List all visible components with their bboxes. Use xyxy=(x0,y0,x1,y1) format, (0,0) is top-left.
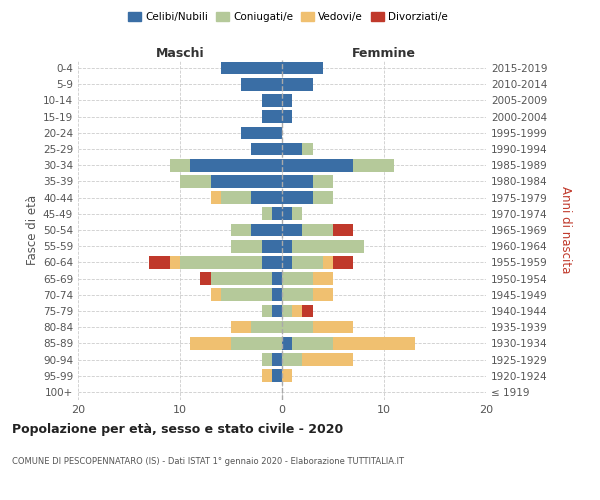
Bar xyxy=(149,256,170,268)
Bar xyxy=(272,304,282,318)
Bar xyxy=(221,288,272,301)
Bar xyxy=(333,256,353,268)
Bar xyxy=(302,224,333,236)
Bar xyxy=(262,304,272,318)
Bar xyxy=(272,288,282,301)
Bar xyxy=(282,321,313,334)
Bar xyxy=(211,272,272,285)
Bar xyxy=(211,175,282,188)
Bar xyxy=(262,370,272,382)
Bar xyxy=(282,175,313,188)
Bar xyxy=(313,272,333,285)
Text: Maschi: Maschi xyxy=(155,47,205,60)
Bar xyxy=(221,192,251,204)
Bar xyxy=(323,256,333,268)
Bar xyxy=(190,337,231,349)
Bar xyxy=(282,272,313,285)
Bar xyxy=(302,142,313,156)
Bar xyxy=(282,304,292,318)
Bar xyxy=(313,175,333,188)
Bar xyxy=(282,159,353,172)
Bar xyxy=(200,272,211,285)
Bar xyxy=(282,192,313,204)
Bar xyxy=(190,159,282,172)
Bar xyxy=(333,337,415,349)
Bar xyxy=(282,370,292,382)
Text: COMUNE DI PESCOPENNATARO (IS) - Dati ISTAT 1° gennaio 2020 - Elaborazione TUTTIT: COMUNE DI PESCOPENNATARO (IS) - Dati IST… xyxy=(12,458,404,466)
Bar xyxy=(282,78,313,90)
Y-axis label: Anni di nascita: Anni di nascita xyxy=(559,186,572,274)
Bar xyxy=(272,370,282,382)
Bar xyxy=(282,110,292,123)
Bar xyxy=(170,159,190,172)
Bar xyxy=(262,256,282,268)
Bar xyxy=(272,208,282,220)
Bar xyxy=(353,159,394,172)
Bar xyxy=(211,288,221,301)
Bar xyxy=(262,110,282,123)
Bar xyxy=(292,304,302,318)
Bar xyxy=(251,224,282,236)
Bar xyxy=(282,142,302,156)
Bar xyxy=(262,353,272,366)
Bar xyxy=(251,321,282,334)
Bar xyxy=(282,94,292,107)
Bar xyxy=(292,337,333,349)
Bar xyxy=(272,353,282,366)
Bar xyxy=(231,240,262,252)
Bar xyxy=(292,240,364,252)
Bar xyxy=(282,224,302,236)
Bar xyxy=(241,126,282,139)
Bar xyxy=(241,78,282,90)
Bar xyxy=(231,337,282,349)
Bar xyxy=(282,256,292,268)
Bar xyxy=(211,192,221,204)
Y-axis label: Fasce di età: Fasce di età xyxy=(26,195,39,265)
Bar xyxy=(282,240,292,252)
Bar xyxy=(180,175,211,188)
Bar xyxy=(231,321,251,334)
Bar xyxy=(180,256,262,268)
Bar xyxy=(221,62,282,74)
Bar xyxy=(302,353,353,366)
Bar xyxy=(302,304,313,318)
Bar xyxy=(262,240,282,252)
Text: Popolazione per età, sesso e stato civile - 2020: Popolazione per età, sesso e stato civil… xyxy=(12,422,343,436)
Bar xyxy=(251,142,282,156)
Bar xyxy=(251,192,282,204)
Legend: Celibi/Nubili, Coniugati/e, Vedovi/e, Divorziati/e: Celibi/Nubili, Coniugati/e, Vedovi/e, Di… xyxy=(124,8,452,26)
Bar xyxy=(262,208,272,220)
Bar xyxy=(282,208,292,220)
Bar xyxy=(170,256,180,268)
Bar xyxy=(262,94,282,107)
Bar xyxy=(313,288,333,301)
Bar xyxy=(231,224,251,236)
Bar xyxy=(282,337,292,349)
Bar xyxy=(292,208,302,220)
Text: Femmine: Femmine xyxy=(352,47,416,60)
Bar xyxy=(313,321,353,334)
Bar xyxy=(272,272,282,285)
Bar xyxy=(282,288,313,301)
Bar xyxy=(282,62,323,74)
Bar xyxy=(333,224,353,236)
Bar xyxy=(282,353,302,366)
Bar xyxy=(292,256,323,268)
Bar xyxy=(313,192,333,204)
